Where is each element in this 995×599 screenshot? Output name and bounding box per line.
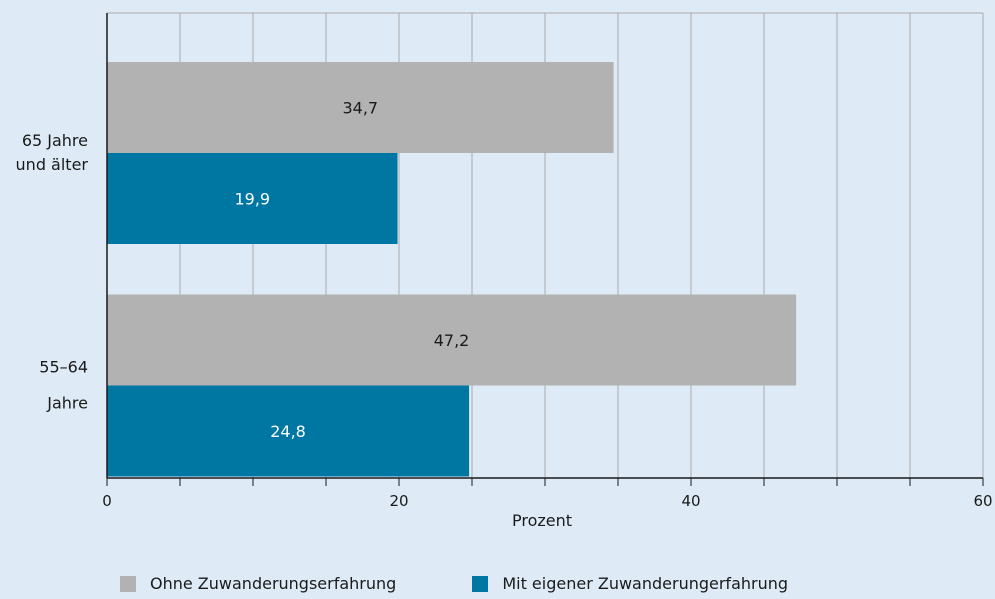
bar xyxy=(107,62,614,153)
x-tick-label: 60 xyxy=(973,492,992,510)
bar-value-label: 24,8 xyxy=(270,422,306,441)
category-label: 55–64 xyxy=(39,358,88,377)
bar-value-label: 34,7 xyxy=(342,99,378,118)
x-tick-label: 40 xyxy=(681,492,700,510)
legend-swatch-mit xyxy=(472,575,489,592)
legend-swatch-ohne xyxy=(120,575,136,592)
bar-value-label: 47,2 xyxy=(434,331,470,350)
chart: 34,7 19,9 47,2 24,8 65 Jahre und älter 55–64 J… xyxy=(16,12,993,530)
axes xyxy=(106,13,984,486)
bar xyxy=(107,385,470,477)
x-tick-label: 0 xyxy=(102,492,112,510)
bar xyxy=(107,294,797,386)
bar-value-labels: 34,7 19,9 47,2 24,8 xyxy=(234,99,469,442)
legend: Ohne Zuwanderungserfahrung Mit eigener Z… xyxy=(120,574,788,593)
category-label: 65 Jahre xyxy=(22,131,88,150)
category-labels: 65 Jahre und älter 55–64 Jahre xyxy=(16,131,89,413)
legend-label-ohne: Ohne Zuwanderungserfahrung xyxy=(150,574,397,593)
bar xyxy=(107,153,398,244)
legend-item-ohne: Ohne Zuwanderungserfahrung xyxy=(120,574,396,593)
category-label: und älter xyxy=(16,155,89,174)
x-tick-label: 20 xyxy=(389,492,408,510)
bar-value-label: 19,9 xyxy=(234,190,270,209)
bars xyxy=(107,62,797,477)
category-label: Jahre xyxy=(46,394,88,413)
x-axis-title: Prozent xyxy=(512,511,572,530)
legend-label-mit: Mit eigener Zuwanderungerfahrung xyxy=(502,574,789,593)
x-tick-labels: 0 20 40 60 xyxy=(102,492,992,510)
legend-item-mit: Mit eigener Zuwanderungerfahrung xyxy=(472,574,788,593)
